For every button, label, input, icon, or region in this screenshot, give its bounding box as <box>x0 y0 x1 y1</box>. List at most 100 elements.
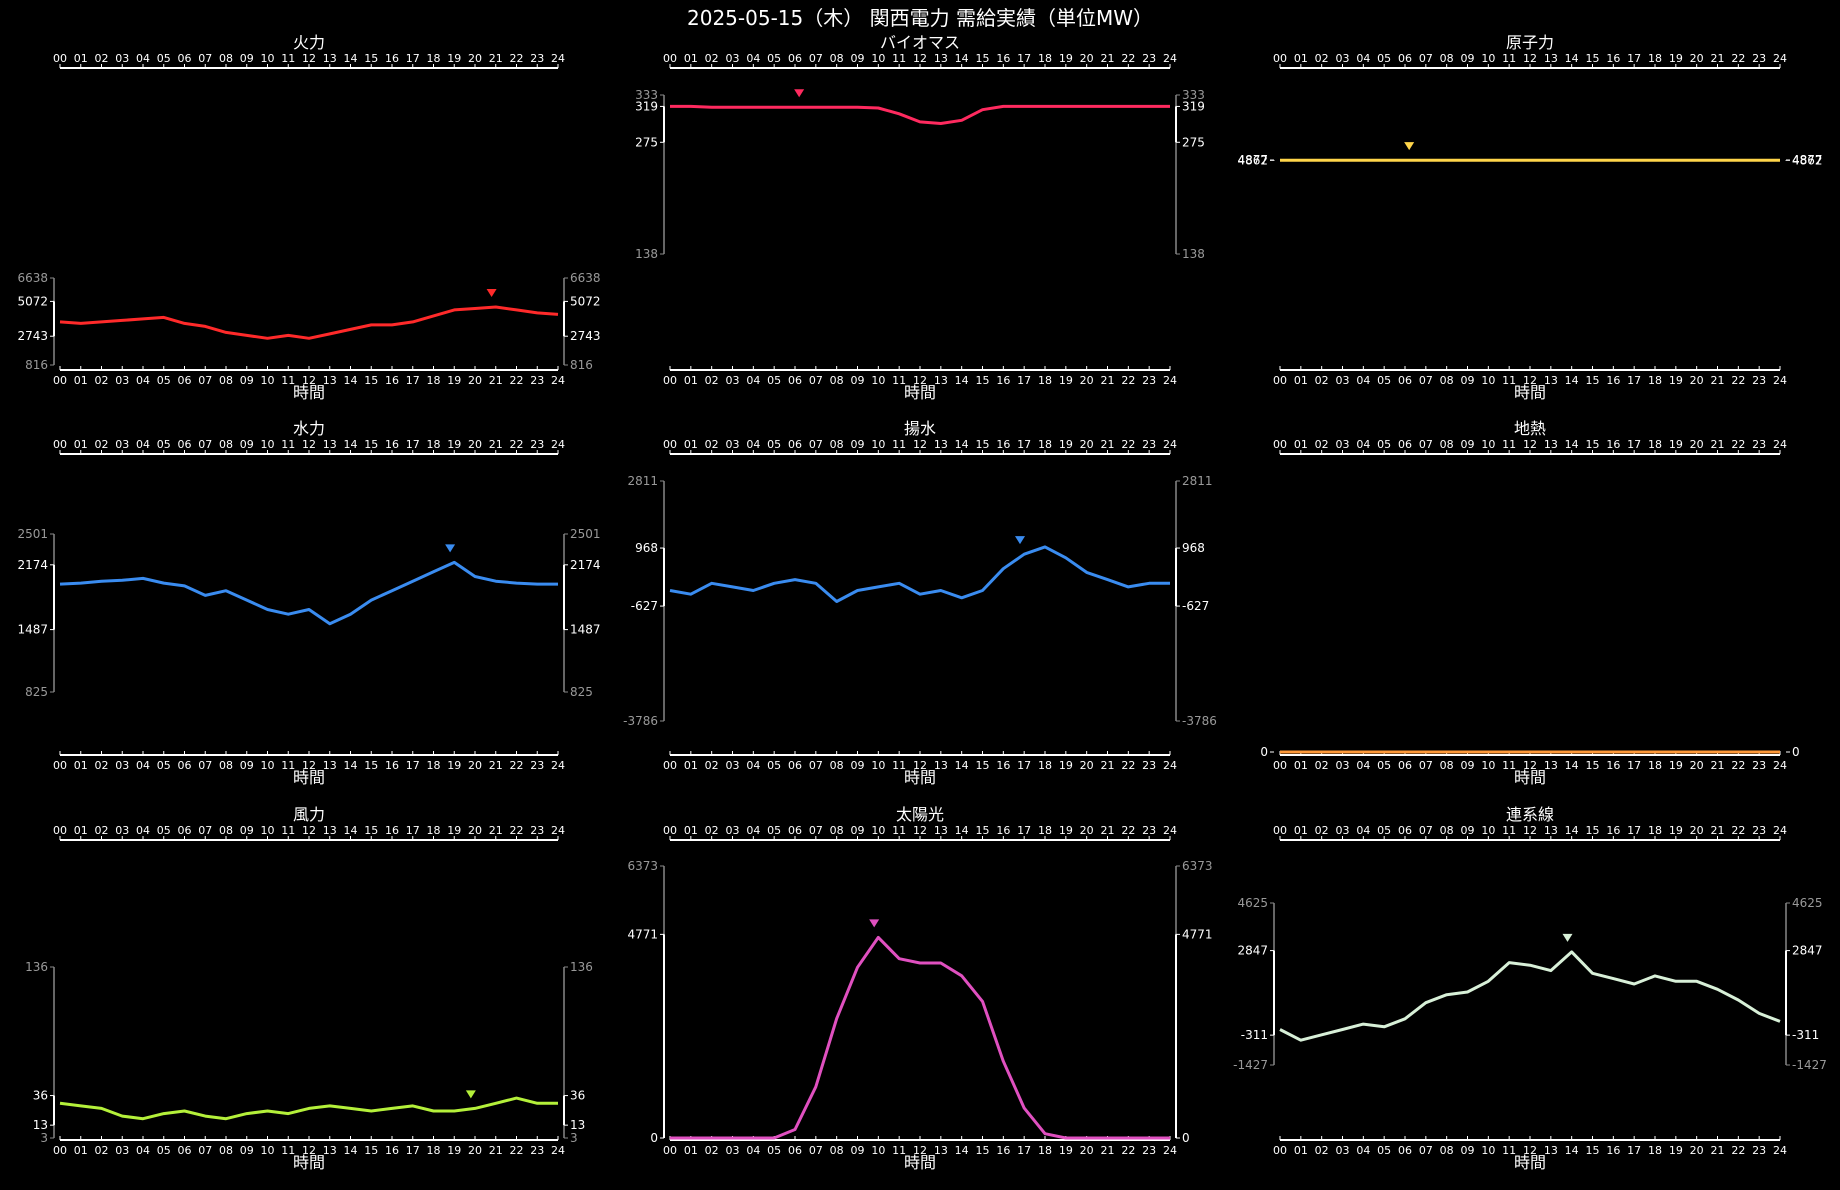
hour-tick-label: 11 <box>281 52 295 65</box>
hour-tick-label: 01 <box>74 374 88 387</box>
hour-tick-label: 17 <box>406 759 420 772</box>
hour-tick-label: 06 <box>788 1144 802 1157</box>
hour-tick-label: 07 <box>809 1144 823 1157</box>
hour-tick-label: 19 <box>447 374 461 387</box>
hour-tick-label: 08 <box>1440 1144 1454 1157</box>
hour-tick-label: 18 <box>1038 374 1052 387</box>
hour-tick-label: 03 <box>115 1144 129 1157</box>
hour-tick-label: 15 <box>1586 824 1600 837</box>
hour-tick-label: 01 <box>1294 438 1308 451</box>
hour-tick-label: 10 <box>1481 374 1495 387</box>
y-tick-label: 3 <box>40 1131 48 1145</box>
y-tick-label: 4625 <box>1237 896 1268 910</box>
y-tick-label: 275 <box>1182 135 1205 149</box>
hour-tick-label: 22 <box>1121 374 1135 387</box>
hour-tick-label: 21 <box>1711 824 1725 837</box>
hour-tick-label: 11 <box>1502 1144 1516 1157</box>
hour-tick-label: 06 <box>1398 824 1412 837</box>
hour-tick-label: 11 <box>892 759 906 772</box>
hour-tick-label: 03 <box>1336 374 1350 387</box>
hour-tick-label: 17 <box>1627 759 1641 772</box>
hour-tick-label: 23 <box>530 52 544 65</box>
hour-tick-label: 13 <box>1544 759 1558 772</box>
hour-tick-label: 04 <box>746 1144 760 1157</box>
series-line <box>670 104 1170 125</box>
y-tick-label: 0 <box>650 1131 658 1145</box>
hour-tick-label: 15 <box>976 759 990 772</box>
hour-tick-label: 17 <box>406 52 420 65</box>
hour-tick-label: 16 <box>996 1144 1010 1157</box>
hour-tick-label: 21 <box>1711 759 1725 772</box>
hour-tick-label: 09 <box>851 374 865 387</box>
hour-tick-label: 16 <box>996 438 1010 451</box>
hour-tick-label: 13 <box>934 1144 948 1157</box>
hour-tick-label: 12 <box>913 1144 927 1157</box>
hour-tick-label: 22 <box>1121 1144 1135 1157</box>
hour-tick-label: 11 <box>1502 52 1516 65</box>
hour-tick-label: 21 <box>1101 759 1115 772</box>
hour-tick-label: 24 <box>1773 52 1787 65</box>
hour-tick-label: 22 <box>1121 824 1135 837</box>
hour-tick-label: 02 <box>1315 374 1329 387</box>
hour-tick-label: 18 <box>427 374 441 387</box>
hour-tick-label: 19 <box>1669 1144 1683 1157</box>
hour-tick-label: 07 <box>198 374 212 387</box>
hour-tick-label: 08 <box>1440 374 1454 387</box>
hour-tick-label: 08 <box>1440 824 1454 837</box>
hour-tick-label: 14 <box>1565 52 1579 65</box>
hour-tick-label: 17 <box>1017 759 1031 772</box>
hour-tick-label: 15 <box>364 438 378 451</box>
hour-tick-label: 06 <box>178 759 192 772</box>
hour-tick-label: 09 <box>240 824 254 837</box>
hour-tick-label: 21 <box>1101 824 1115 837</box>
hour-tick-label: 20 <box>1080 1144 1094 1157</box>
series-line <box>1279 950 1781 1042</box>
hour-tick-label: 19 <box>1059 759 1073 772</box>
hour-tick-label: 22 <box>510 759 524 772</box>
y-tick-label: 2501 <box>17 527 48 541</box>
hour-tick-label: 24 <box>551 1144 565 1157</box>
hour-tick-label: 10 <box>261 52 275 65</box>
hour-tick-label: 09 <box>240 52 254 65</box>
hour-tick-label: 10 <box>871 374 885 387</box>
hour-tick-label: 11 <box>892 52 906 65</box>
hour-tick-label: 21 <box>1101 374 1115 387</box>
hour-tick-label: 16 <box>385 759 399 772</box>
hour-tick-label: 04 <box>1356 759 1370 772</box>
hour-tick-label: 05 <box>767 824 781 837</box>
hour-tick-label: 11 <box>892 438 906 451</box>
series-line <box>59 560 558 626</box>
hour-tick-label: 19 <box>447 1144 461 1157</box>
hour-tick-label: 09 <box>1461 824 1475 837</box>
hour-tick-label: 16 <box>1606 1144 1620 1157</box>
hour-tick-label: 16 <box>1606 438 1620 451</box>
current-time-marker <box>1015 536 1025 545</box>
hour-tick-label: 12 <box>913 374 927 387</box>
x-axis-label: 時間 <box>1514 768 1546 787</box>
hour-tick-label: 08 <box>1440 438 1454 451</box>
hour-tick-label: 14 <box>955 374 969 387</box>
y-tick-label: 13 <box>570 1118 585 1132</box>
hour-tick-label: 19 <box>1669 759 1683 772</box>
hour-tick-label: 04 <box>746 824 760 837</box>
hour-tick-label: 17 <box>406 438 420 451</box>
hour-tick-label: 10 <box>261 374 275 387</box>
hour-tick-label: 12 <box>1523 824 1537 837</box>
chart-title: 地熱 <box>1514 419 1546 438</box>
y-tick-label: 138 <box>1182 247 1205 261</box>
hour-tick-label: 07 <box>198 438 212 451</box>
hour-tick-label: 13 <box>323 438 337 451</box>
hour-tick-label: 22 <box>510 374 524 387</box>
hour-tick-label: 08 <box>830 374 844 387</box>
hour-tick-label: 05 <box>1377 438 1391 451</box>
y-tick-label: 6373 <box>627 859 658 873</box>
x-axis-label: 時間 <box>1514 383 1546 402</box>
hour-tick-label: 13 <box>1544 374 1558 387</box>
current-time-marker <box>486 288 497 297</box>
hour-tick-label: 19 <box>447 759 461 772</box>
hour-tick-label: 05 <box>157 759 171 772</box>
hour-tick-label: 24 <box>551 52 565 65</box>
hour-tick-label: 24 <box>551 374 565 387</box>
hour-tick-label: 05 <box>157 1144 171 1157</box>
hour-tick-label: 13 <box>934 438 948 451</box>
